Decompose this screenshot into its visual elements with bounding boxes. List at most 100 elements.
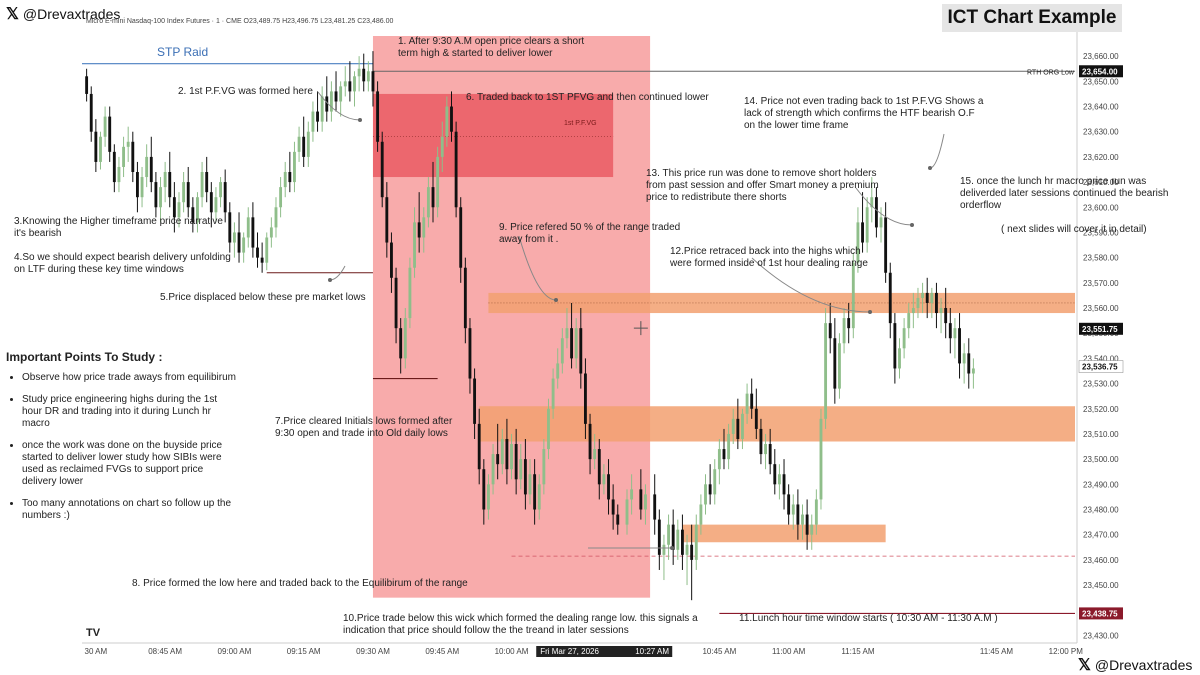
annotation-2: 2. 1st P.F.VG was formed here	[178, 86, 313, 97]
annotation-arrow	[751, 257, 871, 313]
candle-body	[89, 93, 93, 132]
arrow-head-icon	[358, 118, 362, 122]
x-logo-icon: 𝕏	[1078, 657, 1091, 674]
candle-body	[583, 373, 587, 424]
candle-body	[265, 237, 269, 263]
candle-body	[514, 444, 518, 480]
candle-body	[565, 328, 569, 339]
candle-body	[948, 323, 952, 339]
arrow-head-icon	[670, 546, 674, 550]
candle-body	[754, 408, 758, 429]
time-highlight-label: 10:27 AM	[635, 647, 669, 656]
candle-body	[108, 116, 112, 152]
annotation-14: 14. Price not even trading back to 1st P…	[744, 96, 984, 131]
candle-body	[916, 297, 920, 309]
price-tick-label: 23,450.00	[1083, 581, 1119, 590]
crosshair-icon	[633, 321, 648, 336]
candle-body	[653, 494, 657, 520]
candle-body	[967, 353, 971, 374]
candle-body	[209, 192, 213, 213]
candle-body	[279, 187, 283, 208]
candle-body	[450, 106, 453, 132]
time-tick-label: 11:45 AM	[980, 647, 1014, 656]
candle-body	[893, 323, 897, 369]
candle-body	[135, 172, 139, 198]
candle-body	[888, 272, 892, 324]
date-highlight-label: Fri Mar 27, 2026	[540, 647, 599, 656]
candle-body	[902, 328, 906, 349]
time-tick-label: 10:45 AM	[702, 647, 736, 656]
candle-body	[186, 182, 190, 208]
time-tick-label: 09:30 AM	[356, 647, 390, 656]
time-tick-label: 11:00 AM	[772, 647, 806, 656]
candle-body	[487, 484, 490, 510]
candle-body	[417, 222, 421, 238]
annotation-9: 9. Price refered 50 % of the range trade…	[499, 222, 681, 245]
candle-body	[126, 141, 130, 147]
candle-body	[117, 166, 121, 183]
candle-body	[122, 146, 125, 167]
candle-body	[468, 328, 472, 379]
candle-body	[625, 499, 629, 525]
candle-body	[353, 76, 356, 92]
candle-body	[274, 207, 278, 228]
candle-body	[944, 308, 948, 324]
candle-body	[103, 116, 107, 137]
candle-body	[722, 449, 726, 460]
candle-body	[376, 91, 380, 142]
candle-body	[463, 267, 467, 329]
candle-body	[570, 328, 574, 359]
candle-body	[607, 474, 610, 500]
time-highlight-box	[632, 646, 673, 657]
candle-body	[440, 136, 444, 157]
candle-body	[611, 499, 615, 515]
candle-body	[408, 267, 412, 319]
annotation-13: 13. This price run was done to remove sh…	[646, 168, 879, 203]
candle-body	[283, 172, 287, 188]
candle-body	[644, 494, 647, 510]
candle-body	[228, 212, 232, 243]
handle-text: @Drevaxtrades	[1094, 657, 1193, 673]
arrow-head-icon	[328, 278, 332, 282]
candle-body	[366, 71, 370, 82]
price-tick-label: 23,490.00	[1083, 480, 1119, 489]
note-item: Observe how price trade aways from equil…	[22, 372, 236, 384]
candle-body	[685, 544, 689, 555]
candle-body	[694, 524, 698, 560]
notes-list: Observe how price trade aways from equil…	[6, 372, 236, 522]
candle-body	[94, 131, 98, 162]
candle-body	[325, 96, 329, 112]
candle-body	[879, 217, 883, 228]
price-label-value: 23,438.75	[1082, 609, 1118, 618]
price-label-value: 23,654.00	[1082, 67, 1118, 76]
time-tick-label: 09:15 AM	[287, 647, 321, 656]
candle-body	[246, 217, 250, 238]
annotation-1: 1. After 9:30 A.M open price clears a sh…	[398, 36, 585, 59]
annotation-11: 11.Lunch hour time window starts ( 10:30…	[739, 613, 998, 624]
annotation-6: 6. Traded back to 1ST PFVG and then cont…	[466, 92, 709, 103]
annotation-stp-raid: STP Raid	[157, 45, 209, 59]
annotation-7: 7.Price cleared Initials lows formed aft…	[275, 416, 453, 439]
candle-body	[588, 423, 592, 460]
tradingview-logo-icon: TV	[86, 627, 101, 639]
price-label-box	[1078, 360, 1124, 373]
candle-body	[851, 262, 855, 329]
date-highlight-box	[536, 646, 635, 657]
candle-body	[260, 257, 264, 263]
candle-body	[394, 277, 398, 329]
author-handle-bottom: 𝕏 @Drevaxtrades	[1078, 655, 1192, 675]
zone-fvg-low	[682, 524, 886, 543]
time-tick-label: 11:15 AM	[841, 647, 875, 656]
candle-body	[172, 197, 176, 218]
candle-body	[796, 504, 800, 525]
annotation-4: 4.So we should expect bearish delivery u…	[14, 252, 231, 275]
candle-body	[242, 237, 246, 253]
candle-body	[528, 474, 532, 495]
candle-body	[787, 494, 791, 515]
candle-body	[824, 323, 828, 419]
price-tick-label: 23,600.00	[1083, 203, 1119, 212]
candle-body	[200, 172, 204, 198]
candle-body	[810, 524, 814, 535]
price-tick-label: 23,590.00	[1083, 228, 1119, 237]
